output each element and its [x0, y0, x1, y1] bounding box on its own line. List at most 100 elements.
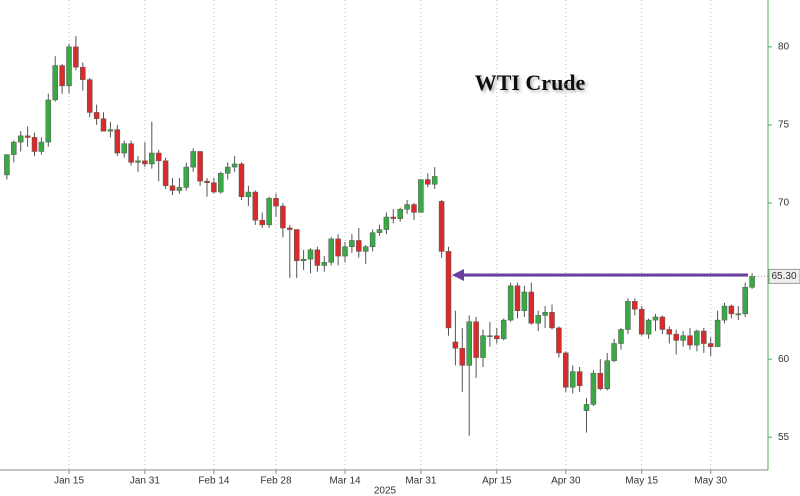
candle-body: [259, 219, 265, 226]
x-tick-label: Apr 15: [482, 476, 512, 487]
candle-body: [749, 276, 755, 288]
candle-body: [473, 321, 479, 358]
candle-body: [238, 163, 245, 197]
candle-body: [569, 371, 576, 388]
candle-body: [466, 321, 472, 366]
candle-body: [218, 173, 224, 193]
candle-body: [300, 258, 307, 262]
x-tick-label: May 30: [694, 476, 727, 487]
candle-body: [31, 137, 38, 152]
candle-body: [128, 143, 134, 163]
candle-body: [625, 301, 631, 330]
candle-body: [652, 316, 659, 321]
candle-body: [169, 185, 176, 191]
candle-body: [45, 99, 52, 143]
candle-body: [425, 179, 431, 185]
y-tick-label: 80: [778, 41, 790, 52]
price-tag-box: [768, 268, 800, 284]
candle-body: [362, 246, 369, 252]
candle-body: [694, 330, 700, 346]
candle-body: [597, 372, 604, 390]
candle-body: [80, 66, 86, 80]
candle-body: [707, 343, 714, 347]
candle-body: [335, 238, 341, 257]
candle-body: [349, 240, 355, 247]
candle-body: [494, 335, 500, 340]
candle-body: [66, 46, 72, 87]
x-tick-label: Apr 30: [551, 476, 581, 487]
candle-body: [287, 227, 293, 230]
candle-body: [321, 262, 328, 266]
candle-body: [735, 313, 742, 316]
candle-body: [4, 154, 10, 176]
candle-body: [673, 333, 679, 341]
candle-body: [100, 118, 107, 132]
candle-body: [273, 198, 279, 207]
chart-title: WTI Crude: [475, 70, 586, 95]
candle-body: [549, 312, 555, 329]
candle-body: [121, 143, 127, 154]
candle-body: [93, 112, 100, 119]
candle-body: [576, 371, 583, 386]
candle-body: [480, 335, 486, 358]
candle-body: [632, 301, 638, 310]
candle-body: [507, 285, 514, 321]
y-tick-label: 75: [778, 120, 790, 131]
candle-body: [390, 216, 397, 219]
candle-body: [714, 319, 721, 347]
x-tick-label: Feb 14: [198, 476, 230, 487]
candle-body: [52, 65, 58, 101]
candle-body: [211, 182, 217, 193]
candle-body: [369, 232, 376, 247]
arrow-head: [452, 269, 464, 281]
candle-body: [418, 179, 424, 213]
candle-body: [293, 229, 300, 262]
candle-body: [231, 163, 238, 168]
candle-body: [176, 187, 183, 191]
candle-body: [17, 135, 24, 143]
candle-body: [155, 152, 162, 162]
y-tick-label: 60: [778, 354, 790, 365]
candle-body: [680, 335, 686, 341]
candle-body: [204, 180, 210, 183]
candle-body: [107, 129, 114, 132]
candle-body: [190, 151, 196, 168]
candle-body: [183, 166, 190, 188]
candle-body: [162, 160, 169, 187]
candle-body: [542, 312, 548, 316]
x-tick-label: Feb 28: [260, 476, 292, 487]
x-tick-label: Jan 31: [130, 476, 160, 487]
candle-body: [38, 141, 45, 152]
candle-body: [135, 160, 141, 163]
candle-body: [438, 201, 445, 252]
candle-body: [197, 151, 203, 182]
candle-body: [431, 176, 438, 185]
candle-body: [728, 305, 735, 315]
candle-body: [487, 335, 493, 337]
x-tick-label: Mar 14: [329, 476, 361, 487]
candle-body: [142, 160, 148, 165]
candle-body: [604, 360, 610, 390]
candle-body: [590, 372, 597, 405]
candle-body: [224, 166, 231, 174]
candle-body: [397, 208, 403, 219]
candle-body: [521, 291, 528, 311]
candle-body: [452, 341, 459, 349]
x-tick-label: Jan 15: [54, 476, 84, 487]
candle-body: [583, 404, 590, 411]
x-tick-label: Mar 31: [405, 476, 437, 487]
candle-body: [742, 287, 748, 315]
y-tick-label: 55: [778, 432, 790, 443]
candle-body: [666, 329, 673, 335]
candle-body: [314, 249, 321, 266]
candle-body: [11, 141, 17, 155]
x-tick-label: May 15: [625, 476, 658, 487]
candle-body: [645, 319, 652, 335]
candle-body: [687, 335, 693, 346]
candle-body: [701, 330, 707, 344]
candle-body: [114, 129, 121, 154]
candle-body: [563, 352, 569, 388]
candle-body: [404, 204, 410, 210]
candle-body: [638, 308, 645, 335]
